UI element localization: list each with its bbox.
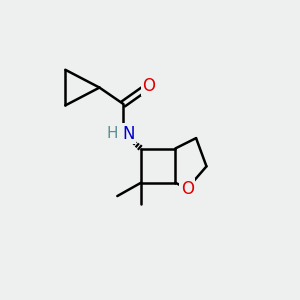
Text: O: O bbox=[142, 77, 155, 95]
Text: H: H bbox=[106, 126, 118, 141]
Text: O: O bbox=[181, 180, 194, 198]
Text: N: N bbox=[122, 125, 135, 143]
